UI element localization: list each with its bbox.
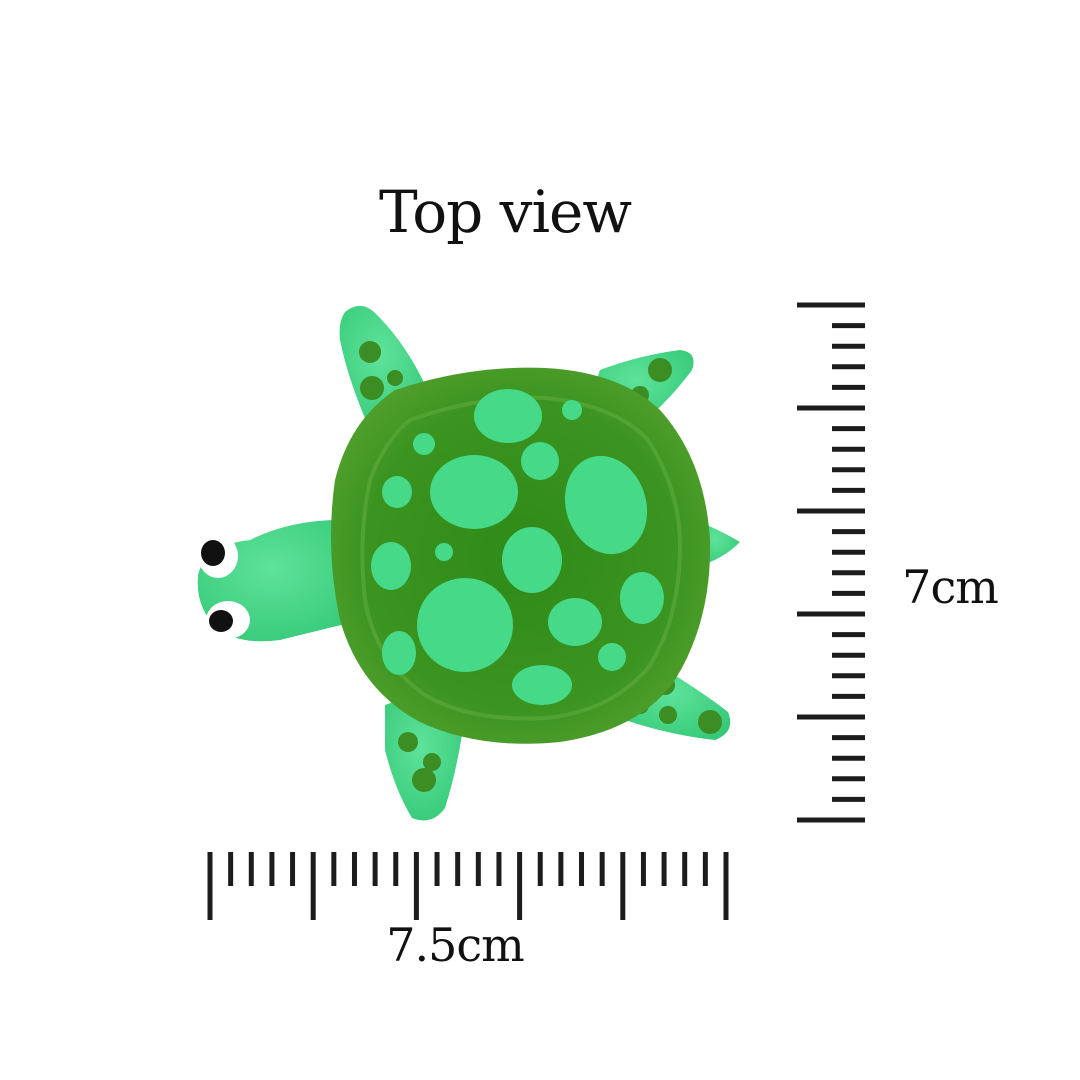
page-title: Top view [379,178,632,246]
height-label: 7cm [902,560,999,614]
eye-lower [206,601,250,639]
eye-upper [198,534,238,578]
width-label: 7.5cm [386,918,525,972]
shell-spots [371,389,664,705]
